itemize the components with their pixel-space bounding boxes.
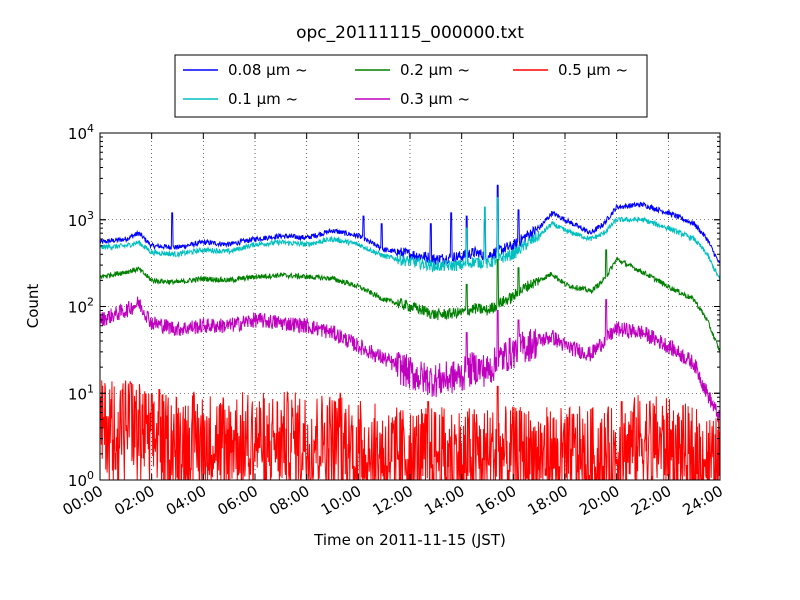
- x-tick-label: 04:00: [163, 482, 209, 519]
- series-line: [100, 380, 720, 480]
- x-tick-labels: 00:00 02:00 04:00 06:00 08:00 10:00 12:00 14:00…: [60, 482, 726, 519]
- y-tick-label: 103: [68, 209, 94, 230]
- y-tick-label: 100: [68, 469, 94, 490]
- x-tick-label: 10:00: [318, 482, 364, 519]
- y-tick-label: 102: [68, 296, 94, 317]
- series-lines: [100, 184, 720, 480]
- x-axis-label: Time on 2011-11-15 (JST): [313, 531, 506, 549]
- x-tick-label: 02:00: [111, 482, 157, 519]
- x-tick-label: 24:00: [680, 482, 726, 519]
- x-tick-label: 16:00: [473, 482, 519, 519]
- axis-ticks: [99, 132, 721, 481]
- legend-label: 0.1 μm ~: [228, 90, 298, 108]
- series-line: [100, 249, 720, 354]
- y-tick-label: 104: [68, 122, 94, 143]
- x-tick-label: 08:00: [266, 482, 312, 519]
- legend-label: 0.5 μm ~: [558, 61, 628, 79]
- y-tick-labels: 100 101 102 103 104: [68, 122, 94, 490]
- legend-label: 0.2 μm ~: [400, 61, 470, 79]
- x-tick-label: 20:00: [576, 482, 622, 519]
- y-axis-label: Count: [24, 284, 42, 329]
- legend-label: 0.3 μm ~: [400, 90, 470, 108]
- x-tick-label: 06:00: [215, 482, 261, 519]
- chart-title: opc_20111115_000000.txt: [296, 23, 524, 43]
- legend-frame: [174, 54, 648, 118]
- series-line: [100, 296, 720, 424]
- x-tick-label: 18:00: [525, 482, 571, 519]
- x-tick-label: 12:00: [370, 482, 416, 519]
- series-line: [100, 197, 720, 281]
- legend-label: 0.08 μm ~: [228, 61, 308, 79]
- legend: 0.08 μm ~ 0.1 μm ~ 0.2 μm ~ 0.3 μm ~ 0.5 μm …: [174, 54, 648, 118]
- x-tick-label: 14:00: [421, 482, 467, 519]
- y-tick-label: 101: [68, 382, 94, 403]
- x-tick-label: 22:00: [628, 482, 674, 519]
